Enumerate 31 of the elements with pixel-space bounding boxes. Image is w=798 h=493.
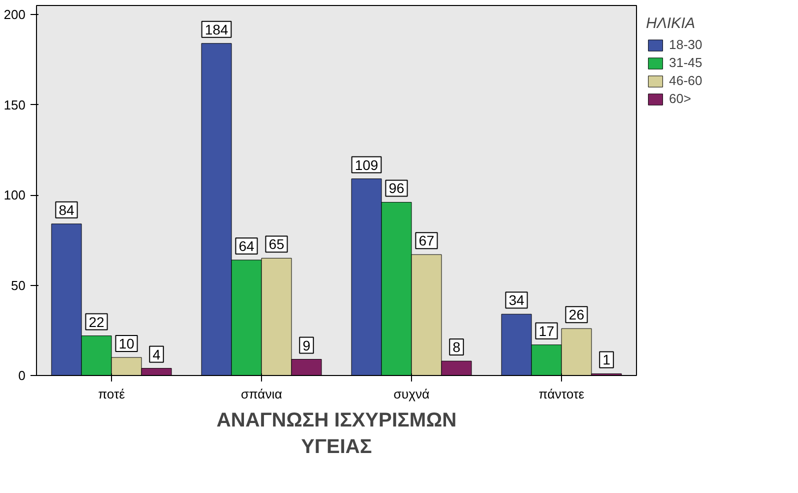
legend-title: ΗΛΙΚΙΑ [646,15,696,32]
data-label: 65 [268,236,284,252]
x-tick-label: συχνά [394,386,430,402]
x-tick-label: σπάνια [240,386,283,402]
data-label: 84 [58,202,74,218]
data-label: 9 [302,337,311,354]
y-tick-label: 200 [4,7,26,22]
data-label: 26 [568,306,584,323]
data-label: 184 [204,21,228,38]
y-tick-label: 0 [18,368,26,383]
data-label: 1 [602,352,611,368]
y-tick-label: 50 [11,278,26,293]
legend-label: 60> [669,91,692,106]
y-tick-label: 150 [4,97,26,112]
data-label: 4 [152,346,161,362]
data-label: 10 [118,335,134,352]
legend-label: 46-60 [669,73,702,88]
data-label: 67 [418,232,434,249]
legend-label: 18-30 [669,37,702,52]
data-label: 64 [238,238,254,254]
data-label: 17 [538,322,554,339]
x-axis-title: ΑΝΑΓΝΩΣΗ ΙΣΧΥΡΙΣΜΩΝ ΥΓΕΙΑΣ [216,410,457,458]
data-label: 8 [452,339,461,356]
x-tick-label: ποτέ [98,386,126,402]
data-label: 109 [354,156,378,173]
data-label: 34 [508,292,524,308]
data-label: 96 [388,180,404,196]
data-label: 22 [88,314,104,330]
y-tick-label: 100 [4,188,26,203]
legend-label: 31-45 [669,55,702,70]
x-tick-label: πάντοτε [538,386,585,402]
